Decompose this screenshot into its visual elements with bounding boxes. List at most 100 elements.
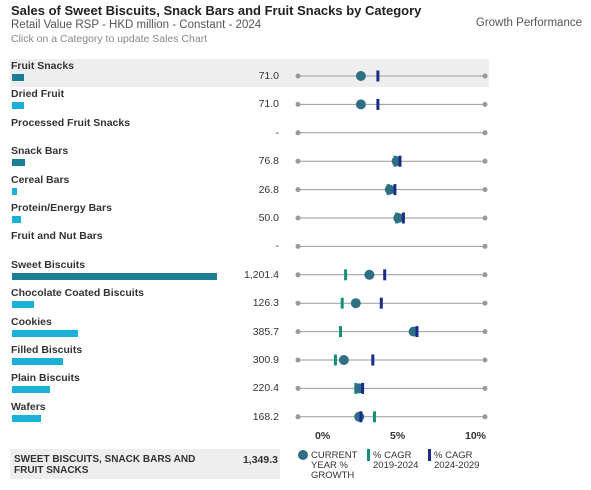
current-growth-dot	[338, 355, 349, 365]
track-end-dot	[482, 101, 488, 107]
category-bar	[12, 329, 78, 337]
category-name: Wafers	[11, 400, 46, 413]
current-growth-dot	[384, 184, 395, 195]
growth-axis-tick: 10%	[465, 430, 487, 442]
cagr-2019-2024-mark	[333, 354, 337, 366]
track-end-dot	[295, 73, 301, 79]
cagr-2024-2029-mark	[393, 184, 397, 196]
cagr-2024-2029-mark	[376, 98, 380, 110]
category-bar	[12, 386, 50, 394]
track-end-dot	[295, 272, 301, 278]
category-value: 50.0	[258, 212, 279, 224]
legend-tick-icon	[367, 449, 370, 461]
track-end-dot	[295, 357, 301, 363]
category-value: 26.8	[258, 183, 279, 196]
cagr-2024-2029-mark	[401, 212, 405, 224]
category-bar	[12, 414, 41, 422]
category-row[interactable]: Filled Biscuits 300.9	[10, 343, 489, 371]
category-value: 1,201.4	[243, 268, 279, 281]
growth-axis-tick: 5%	[390, 430, 406, 442]
track-end-dot	[482, 73, 488, 79]
category-value: 168.2	[252, 410, 279, 423]
category-value: 385.7	[252, 325, 279, 338]
current-growth-dot	[354, 411, 365, 422]
cagr-2019-2024-mark	[340, 297, 344, 309]
legend-label: % CAGR 2024-2029	[434, 450, 480, 471]
category-bar	[12, 187, 17, 195]
track-end-dot	[482, 329, 488, 335]
current-growth-dot	[364, 269, 375, 280]
track-end-dot	[295, 329, 301, 335]
growth-performance-title: Growth Performance	[475, 17, 582, 29]
cagr-2024-2029-mark	[359, 411, 363, 423]
track-end-dot	[295, 385, 301, 391]
track-end-dot	[482, 357, 488, 363]
chart-title: Sales of Sweet Biscuits, Snack Bars and …	[11, 3, 422, 18]
category-name: Cookies	[11, 315, 52, 328]
category-value: 71.0	[258, 70, 279, 82]
instruction-text: Click on a Category to update Sales Char…	[11, 33, 208, 45]
category-value: 76.8	[258, 155, 279, 168]
category-name: Snack Bars	[11, 145, 69, 158]
current-growth-dot	[350, 298, 361, 309]
cagr-2019-2024-mark	[373, 411, 376, 423]
category-row[interactable]: Fruit and Nut Bars -	[10, 229, 489, 257]
current-growth-dot	[393, 213, 404, 223]
current-growth-dot	[355, 99, 366, 110]
category-value: -	[275, 126, 280, 139]
cagr-2024-2029-mark	[398, 155, 402, 167]
track-end-dot	[482, 414, 488, 420]
track-end-dot	[482, 272, 488, 278]
category-value: 300.9	[252, 354, 279, 366]
category-row[interactable]: Fruit Snacks 71.0	[10, 59, 489, 87]
category-name: Protein/Energy Bars	[11, 202, 112, 214]
total-label: SWEET BISCUITS, SNACK BARS AND FRUIT SNA…	[14, 454, 196, 476]
category-row[interactable]: Processed Fruit Snacks -	[10, 116, 489, 144]
legend-tick-icon	[428, 449, 431, 461]
growth-axis-tick: 0%	[315, 430, 331, 442]
track-end-dot	[295, 243, 301, 249]
category-bar	[12, 272, 217, 280]
cagr-2024-2029-mark	[383, 269, 387, 281]
cagr-2024-2029-mark	[415, 326, 419, 338]
total-row[interactable]: SWEET BISCUITS, SNACK BARS AND FRUIT SNA…	[10, 449, 280, 479]
current-growth-dot	[355, 71, 366, 81]
chart-subtitle: Retail Value RSP - HKD million - Constan…	[11, 19, 262, 31]
category-bar	[12, 159, 26, 167]
category-name: Filled Biscuits	[11, 344, 83, 356]
category-value: 220.4	[252, 382, 279, 395]
category-row[interactable]: Wafers 168.2	[10, 400, 489, 428]
category-bar	[12, 358, 64, 365]
category-name: Plain Biscuits	[11, 372, 80, 385]
cagr-2024-2029-mark	[361, 382, 365, 394]
category-row[interactable]: Chocolate Coated Biscuits 126.3	[10, 286, 489, 314]
category-row[interactable]: Sweet Biscuits 1,201.4	[10, 258, 489, 286]
category-value: -	[275, 240, 280, 253]
category-bar	[12, 102, 25, 110]
track-end-dot	[482, 158, 488, 164]
category-row[interactable]: Cookies 385.7	[10, 315, 489, 343]
category-row[interactable]: Dried Fruit 71.0	[10, 87, 489, 115]
category-name: Cereal Bars	[11, 173, 70, 186]
category-name: Fruit Snacks	[11, 60, 75, 72]
track-end-dot	[295, 130, 301, 136]
track-end-dot	[482, 385, 488, 391]
category-name: Dried Fruit	[11, 88, 65, 101]
track-end-dot	[295, 158, 301, 164]
legend-dot-icon	[298, 450, 308, 460]
category-value: 126.3	[252, 297, 279, 310]
category-name: Fruit and Nut Bars	[11, 230, 103, 243]
track-end-dot	[295, 215, 301, 221]
category-name: Processed Fruit Snacks	[11, 116, 131, 129]
track-end-dot	[295, 187, 301, 193]
category-row[interactable]: Protein/Energy Bars 50.0	[10, 201, 489, 229]
track-end-dot	[482, 300, 488, 306]
legend-label: % CAGR 2019-2024	[373, 450, 419, 471]
category-row[interactable]: Cereal Bars 26.8	[10, 173, 489, 201]
track-end-dot	[482, 187, 488, 193]
track-end-dot	[295, 300, 301, 306]
category-bar	[12, 216, 21, 223]
category-row[interactable]: Snack Bars 76.8	[10, 144, 489, 172]
category-row[interactable]: Plain Biscuits 220.4	[10, 371, 489, 399]
